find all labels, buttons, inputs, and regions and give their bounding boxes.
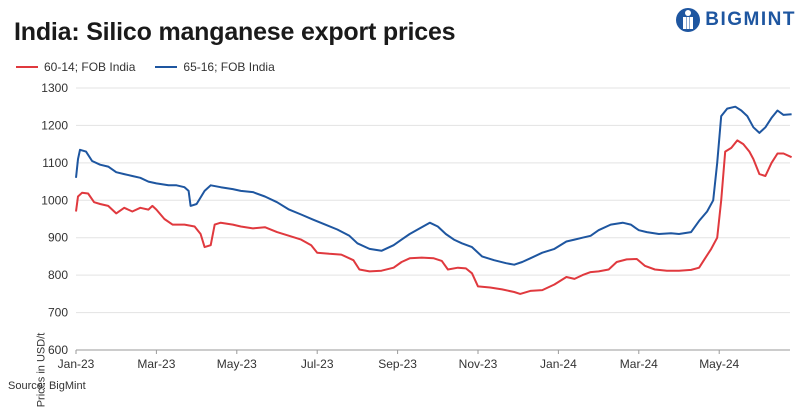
brand-name: BIGMINT <box>705 9 796 30</box>
x-tick-label: Jan-24 <box>540 357 577 371</box>
y-axis-label: Prices in USD/t <box>35 332 48 407</box>
legend-label-blue: 65-16; FOB India <box>183 60 275 74</box>
y-tick-label: 800 <box>48 268 68 282</box>
legend-item-red: 60-14; FOB India <box>16 60 135 74</box>
chart-legend: 60-14; FOB India 65-16; FOB India <box>16 60 275 74</box>
y-tick-label: 1300 <box>41 81 68 95</box>
legend-swatch-red <box>16 66 38 68</box>
x-tick-label: Nov-23 <box>459 357 498 371</box>
y-tick-label: 900 <box>48 231 68 245</box>
brand-logo: BIGMINT <box>675 6 796 34</box>
bigmint-logo-icon <box>676 8 701 32</box>
x-tick-label: Jul-23 <box>301 357 334 371</box>
legend-label-red: 60-14; FOB India <box>44 60 136 74</box>
chart-title: India: Silico manganese export prices <box>14 18 456 46</box>
y-tick-label: 1000 <box>41 193 68 207</box>
series-line-65-16 <box>75 105 792 266</box>
source-note: Source: BigMint <box>8 380 86 392</box>
series-line-60-14 <box>75 139 793 295</box>
y-tick-label: 700 <box>48 306 68 320</box>
x-tick-label: Sep-23 <box>378 357 417 371</box>
legend-item-blue: 65-16; FOB India <box>155 60 275 74</box>
legend-swatch-blue <box>155 66 178 68</box>
y-tick-label: 1100 <box>42 156 68 170</box>
x-tick-label: May-23 <box>217 357 257 371</box>
y-tick-label: 1200 <box>41 118 68 132</box>
x-tick-label: Mar-24 <box>620 357 658 371</box>
y-tick-label: 600 <box>48 343 68 357</box>
x-tick-label: May-24 <box>699 357 739 371</box>
x-tick-label: Mar-23 <box>137 357 175 371</box>
x-tick-label: Jan-23 <box>58 357 95 371</box>
